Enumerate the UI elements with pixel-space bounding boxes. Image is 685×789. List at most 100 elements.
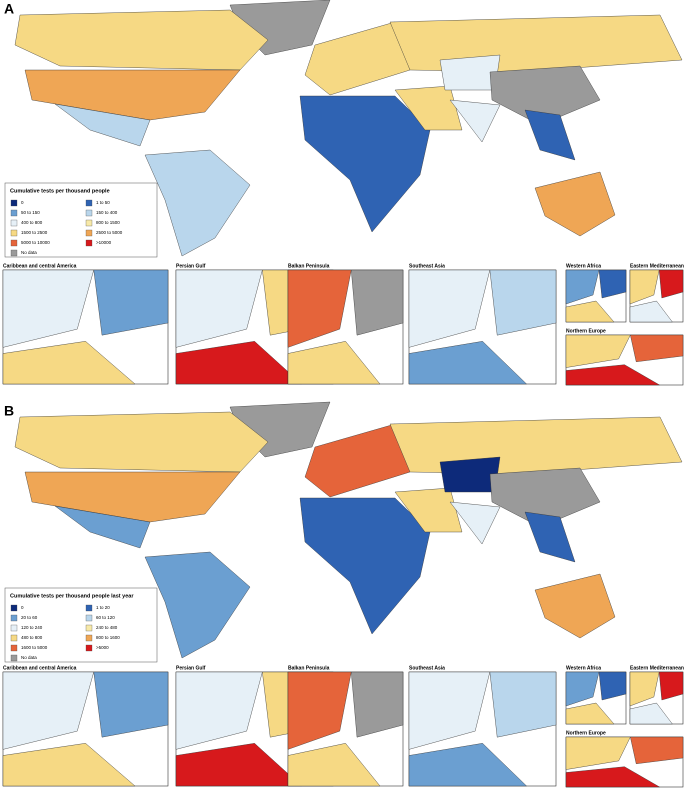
country-region bbox=[449, 501, 501, 545]
country-region bbox=[304, 423, 411, 498]
inset-region bbox=[93, 269, 169, 336]
legend-swatch bbox=[85, 604, 93, 612]
legend-label: 800 to 1500 bbox=[96, 220, 120, 225]
country-region bbox=[24, 471, 241, 523]
inset-region bbox=[408, 671, 491, 750]
country-region bbox=[524, 109, 576, 161]
legend-label: 150 to 400 bbox=[96, 210, 118, 215]
legend-label: 240 to 480 bbox=[96, 625, 118, 630]
legend-title: Cumulative tests per thousand people bbox=[10, 188, 110, 194]
legend-label: 800 to 1600 bbox=[96, 635, 120, 640]
country-region bbox=[534, 171, 616, 237]
inset-region bbox=[598, 671, 627, 701]
inset-region bbox=[629, 300, 673, 323]
inset-region bbox=[287, 341, 381, 385]
legend-label: 120 to 240 bbox=[21, 625, 43, 630]
inset-region bbox=[565, 300, 615, 323]
country-region bbox=[54, 505, 151, 549]
inset-region bbox=[93, 671, 169, 738]
legend-swatch bbox=[85, 239, 93, 247]
inset-region bbox=[629, 702, 673, 725]
country-region bbox=[299, 95, 431, 233]
country-region bbox=[14, 9, 269, 71]
country-region bbox=[389, 14, 683, 73]
inset-region bbox=[565, 364, 661, 386]
legend-label: >10000 bbox=[96, 240, 112, 245]
inset-region bbox=[351, 269, 404, 336]
legend-swatch bbox=[10, 219, 18, 227]
country-region bbox=[24, 69, 241, 121]
legend-swatch bbox=[10, 229, 18, 237]
inset-region bbox=[2, 671, 95, 750]
panel: B Cumulative tests per thousand people la… bbox=[2, 401, 684, 788]
legend-swatch bbox=[85, 634, 93, 642]
inset-region bbox=[175, 671, 263, 750]
legend-label: 5000 to 10000 bbox=[21, 240, 50, 245]
country-region bbox=[54, 103, 151, 147]
legend-swatch bbox=[10, 654, 18, 662]
inset-title: Eastern Mediterranean bbox=[630, 263, 684, 269]
inset-region bbox=[287, 269, 352, 348]
legend-label: 400 to 800 bbox=[21, 220, 43, 225]
country-region bbox=[449, 99, 501, 143]
legend-label: 2500 to 5000 bbox=[96, 230, 123, 235]
inset-region bbox=[658, 671, 684, 701]
country-region bbox=[489, 467, 601, 528]
legend: Cumulative tests per thousand people 0 1 t… bbox=[4, 182, 158, 258]
legend-swatch bbox=[10, 209, 18, 217]
inset-region bbox=[408, 743, 528, 787]
inset-region bbox=[351, 671, 404, 738]
inset-title: Southeast Asia bbox=[409, 263, 445, 269]
legend-label: >5000 bbox=[96, 645, 109, 650]
inset-region bbox=[287, 671, 352, 750]
inset-region bbox=[658, 269, 684, 299]
legend-swatch bbox=[10, 199, 18, 207]
legend-swatch bbox=[85, 644, 93, 652]
country-region bbox=[304, 21, 411, 96]
inset-region bbox=[2, 743, 136, 787]
panel-label: A bbox=[4, 1, 14, 17]
legend-label: 20 to 60 bbox=[21, 615, 38, 620]
inset-title: Northern Europe bbox=[566, 328, 606, 334]
legend-swatch bbox=[10, 644, 18, 652]
legend-box bbox=[4, 587, 158, 663]
inset-title: Western Africa bbox=[566, 263, 601, 269]
inset-region bbox=[565, 736, 631, 770]
inset-region bbox=[629, 671, 660, 707]
inset-title: Persian Gulf bbox=[176, 263, 206, 269]
inset-region bbox=[629, 269, 660, 305]
inset-region bbox=[630, 334, 684, 363]
legend-label: 0 bbox=[21, 200, 24, 205]
inset-region bbox=[489, 671, 557, 738]
legend-swatch bbox=[85, 219, 93, 227]
inset-title: Western Africa bbox=[566, 665, 601, 671]
country-region bbox=[489, 65, 601, 126]
legend-swatch bbox=[85, 199, 93, 207]
legend-label: 50 to 150 bbox=[21, 210, 40, 215]
inset-title: Caribbean and central America bbox=[3, 665, 77, 671]
legend-swatch bbox=[85, 209, 93, 217]
country-region bbox=[144, 551, 251, 659]
inset-region bbox=[2, 341, 136, 385]
legend-swatch bbox=[10, 634, 18, 642]
inset-region bbox=[489, 269, 557, 336]
legend-label: No data bbox=[21, 655, 37, 660]
country-region bbox=[144, 149, 251, 257]
inset-region bbox=[565, 766, 661, 788]
country-region bbox=[394, 85, 463, 131]
legend-swatch bbox=[85, 614, 93, 622]
legend-label: 1 to 20 bbox=[96, 605, 110, 610]
country-region bbox=[299, 497, 431, 635]
inset-title: Balkan Peninsula bbox=[288, 263, 330, 269]
country-region bbox=[389, 416, 683, 475]
legend-label: No data bbox=[21, 250, 37, 255]
legend-swatch bbox=[10, 239, 18, 247]
legend-swatch bbox=[85, 624, 93, 632]
panel-label: B bbox=[4, 403, 14, 419]
legend-label: 1 to 50 bbox=[96, 200, 110, 205]
inset-title: Eastern Mediterranean bbox=[630, 665, 684, 671]
inset-region bbox=[287, 743, 381, 787]
panel: A Cumulative tests per thousand people 0 1 … bbox=[2, 0, 684, 386]
inset-region bbox=[175, 269, 263, 348]
